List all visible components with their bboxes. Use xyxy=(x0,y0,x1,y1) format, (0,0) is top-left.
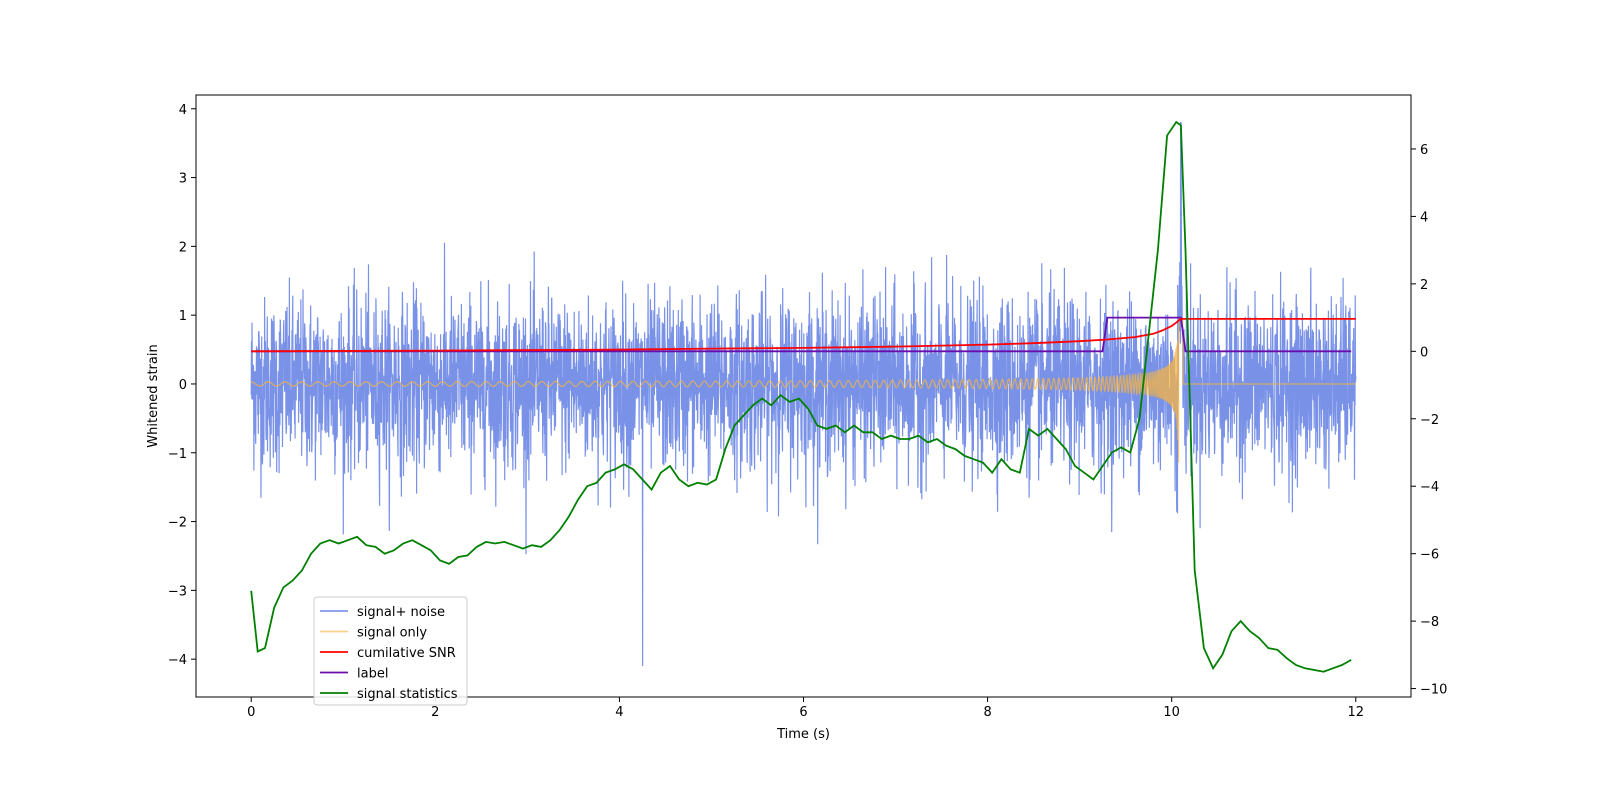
legend-entry: signal only xyxy=(357,626,427,641)
y2-tick-label: −10 xyxy=(1420,683,1447,698)
y-tick-label: 4 xyxy=(179,103,187,118)
x-tick-label: 10 xyxy=(1163,705,1180,720)
legend-entry: signal statistics xyxy=(357,687,458,702)
series-signal-statistics xyxy=(250,120,1352,673)
y2-tick-label: 0 xyxy=(1420,345,1428,360)
legend-entry: cumilative SNR xyxy=(357,646,456,661)
y2-tick-label: 2 xyxy=(1420,278,1428,293)
y2-tick-label: −2 xyxy=(1420,413,1439,428)
y-tick-label: −3 xyxy=(168,584,187,599)
legend-entry: signal+ noise xyxy=(357,605,445,620)
series-signal-only xyxy=(251,318,1356,463)
y-tick-label: −1 xyxy=(168,447,187,462)
y-tick-label: −4 xyxy=(168,653,187,668)
y-axis-label: Whitened strain xyxy=(146,344,161,447)
x-tick-label: 12 xyxy=(1347,705,1364,720)
y2-tick-label: −8 xyxy=(1420,615,1439,630)
y-tick-label: 2 xyxy=(179,240,187,255)
x-axis-label: Time (s) xyxy=(776,727,830,742)
y2-tick-label: −6 xyxy=(1420,548,1439,563)
y2-tick-label: 4 xyxy=(1420,210,1428,225)
x-tick-label: 6 xyxy=(799,705,807,720)
series-label xyxy=(251,316,1352,353)
y-tick-label: −2 xyxy=(168,516,187,531)
y2-tick-label: −4 xyxy=(1420,480,1439,495)
legend-entry: label xyxy=(357,667,388,682)
series-cumulative-snr xyxy=(251,318,1356,353)
x-tick-label: 0 xyxy=(247,705,255,720)
y-tick-label: 0 xyxy=(179,378,187,393)
x-tick-label: 2 xyxy=(431,705,439,720)
legend-box xyxy=(313,596,468,706)
x-tick-label: 4 xyxy=(615,705,623,720)
series-layer xyxy=(250,120,1357,673)
legend: signal+ noise signal only cumilative SNR la… xyxy=(313,596,468,706)
y2-tick-label: 6 xyxy=(1420,143,1428,158)
y-tick-label: 3 xyxy=(179,172,187,187)
x-tick-label: 8 xyxy=(983,705,991,720)
y-tick-label: 1 xyxy=(179,309,187,324)
